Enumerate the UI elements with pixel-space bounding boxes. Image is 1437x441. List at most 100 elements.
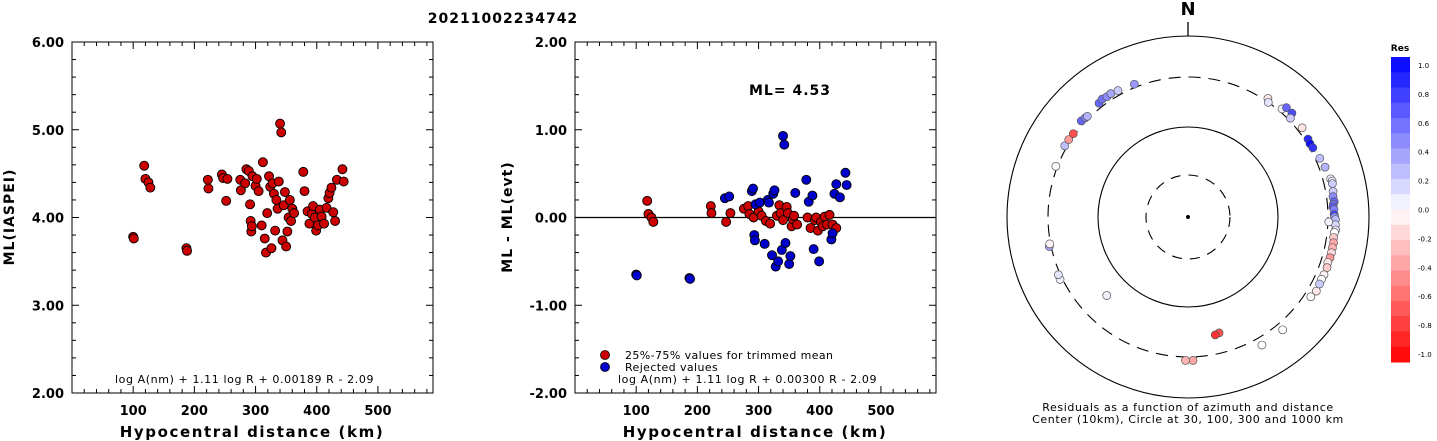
middle-y-tick-label: -2.00 — [530, 387, 567, 402]
colorbar-tick-label: -0.2 — [1418, 235, 1432, 243]
rejected-point — [827, 228, 838, 239]
colorbar-swatch — [1391, 255, 1410, 271]
residual-point — [1322, 263, 1332, 272]
colorbar-tick-labels: 1.0 0.8 0.6 0.4 0.2 0.0 -0.2 -0.4 -0.6 -0.8 -1.0 — [1418, 62, 1432, 359]
rejected-point — [785, 251, 796, 262]
epicenter-dot — [1186, 215, 1190, 219]
legend-marker-trimmed — [600, 350, 610, 360]
circle-1000km — [1006, 35, 1370, 399]
data-point — [251, 173, 262, 184]
middle-y-tick-label: 1.00 — [535, 124, 567, 139]
rejected-point — [764, 197, 774, 208]
colorbar-blocks — [1391, 57, 1410, 363]
left-x-tick-label: 500 — [364, 404, 391, 419]
colorbar-swatch — [1391, 224, 1410, 241]
data-point — [266, 243, 277, 254]
rejected-point — [790, 187, 801, 198]
left-data-points — [128, 118, 349, 258]
polar-caption-line1: Residuals as a function of azimuth and d… — [1042, 401, 1333, 414]
residual-point — [1082, 111, 1092, 121]
magnitude-annotation: ML= 4.53 — [749, 83, 831, 99]
trimmed-point — [765, 218, 776, 229]
left-panel: 2.00 3.00 4.00 5.00 6.00 100 200 300 400 500 ML(… — [2, 36, 434, 441]
left-y-tick-label: 6.00 — [32, 36, 64, 51]
left-y-tick-label: 3.00 — [32, 299, 64, 314]
colorbar-swatch — [1391, 270, 1410, 287]
middle-x-axis-label: Hypocentral distance (km) — [623, 423, 888, 441]
residual-point — [1306, 292, 1316, 302]
colorbar-swatch — [1391, 331, 1410, 348]
residual-point — [1315, 153, 1325, 163]
data-point — [275, 118, 285, 129]
data-point — [253, 186, 264, 197]
rejected-point — [759, 238, 770, 249]
left-formula: log A(nm) + 1.11 log R + 0.00189 R - 2.0… — [115, 373, 374, 386]
rejected-point — [724, 191, 735, 202]
residual-point — [1263, 97, 1273, 107]
middle-y-axis: -2.00 -1.00 0.00 1.00 2.00 — [530, 36, 936, 402]
data-point — [279, 187, 290, 198]
trimmed-point — [648, 216, 659, 227]
data-point — [330, 216, 341, 226]
colorbar: Res 1.0 0.8 0.6 0.4 0.2 0.0 -0.2 -0.4 -0.6 -0.8 -1… — [1391, 44, 1432, 363]
data-point — [246, 221, 257, 232]
middle-x-tick-label: 100 — [623, 404, 650, 419]
data-point — [257, 157, 268, 168]
residual-point — [1102, 291, 1112, 300]
data-point — [337, 164, 348, 175]
data-point — [319, 218, 330, 229]
left-x-axis: 100 200 300 400 500 — [83, 42, 428, 419]
data-point — [221, 195, 232, 206]
colorbar-tick-label: 0.2 — [1418, 178, 1429, 186]
data-point — [256, 220, 267, 231]
middle-y-tick-label: 0.00 — [535, 212, 567, 227]
data-point — [282, 226, 293, 237]
colorbar-tick-label: -1.0 — [1418, 351, 1432, 359]
trimmed-point — [824, 209, 835, 220]
north-label: N — [1180, 0, 1195, 20]
rejected-point — [748, 183, 759, 194]
rejected-point — [841, 180, 852, 190]
trimmed-point — [792, 219, 803, 230]
left-x-axis-label: Hypocentral distance (km) — [120, 423, 385, 441]
data-point — [284, 194, 295, 205]
legend-label-rejected: Rejected values — [625, 361, 718, 374]
colorbar-tick-label: 0.6 — [1418, 120, 1430, 128]
left-y-axis-label: ML(IASPEI) — [2, 169, 18, 266]
data-point — [145, 182, 156, 193]
colorbar-tick-label: -0.8 — [1418, 322, 1432, 330]
colorbar-swatch — [1391, 240, 1410, 256]
residual-point — [1311, 286, 1321, 296]
residual-point — [1282, 103, 1291, 112]
residual-point — [1315, 279, 1324, 289]
colorbar-swatch — [1391, 179, 1410, 195]
data-point — [326, 182, 337, 193]
colorbar-swatch — [1391, 148, 1410, 165]
data-point — [328, 207, 339, 218]
rejected-point — [767, 250, 777, 261]
residual-point — [1210, 330, 1220, 340]
residual-point — [1113, 86, 1123, 96]
data-point — [222, 173, 233, 184]
middle-x-axis: 100 200 300 400 500 — [586, 42, 931, 419]
middle-y-tick-label: 2.00 — [535, 36, 567, 51]
polar-caption-line2: Center (10km), Circle at 30, 100, 300 an… — [1032, 413, 1344, 426]
legend-label-trimmed: 25%-75% values for trimmed mean — [625, 349, 833, 362]
data-point — [235, 185, 246, 196]
colorbar-swatch — [1391, 163, 1410, 180]
residual-point — [1308, 143, 1318, 153]
data-point — [245, 199, 256, 210]
left-y-tick-label: 2.00 — [32, 387, 64, 402]
page-title: 20211002234742 — [428, 11, 578, 27]
colorbar-title: Res — [1391, 44, 1409, 54]
colorbar-swatch — [1391, 87, 1410, 104]
left-x-tick-label: 400 — [303, 404, 330, 419]
residual-point — [1320, 162, 1330, 172]
colorbar-tick-label: 0.4 — [1418, 149, 1430, 157]
rejected-point — [814, 256, 825, 267]
trimmed-point — [642, 195, 653, 206]
circle-300km — [1047, 76, 1329, 358]
left-x-tick-label: 100 — [120, 404, 147, 419]
residual-point — [1278, 325, 1288, 335]
